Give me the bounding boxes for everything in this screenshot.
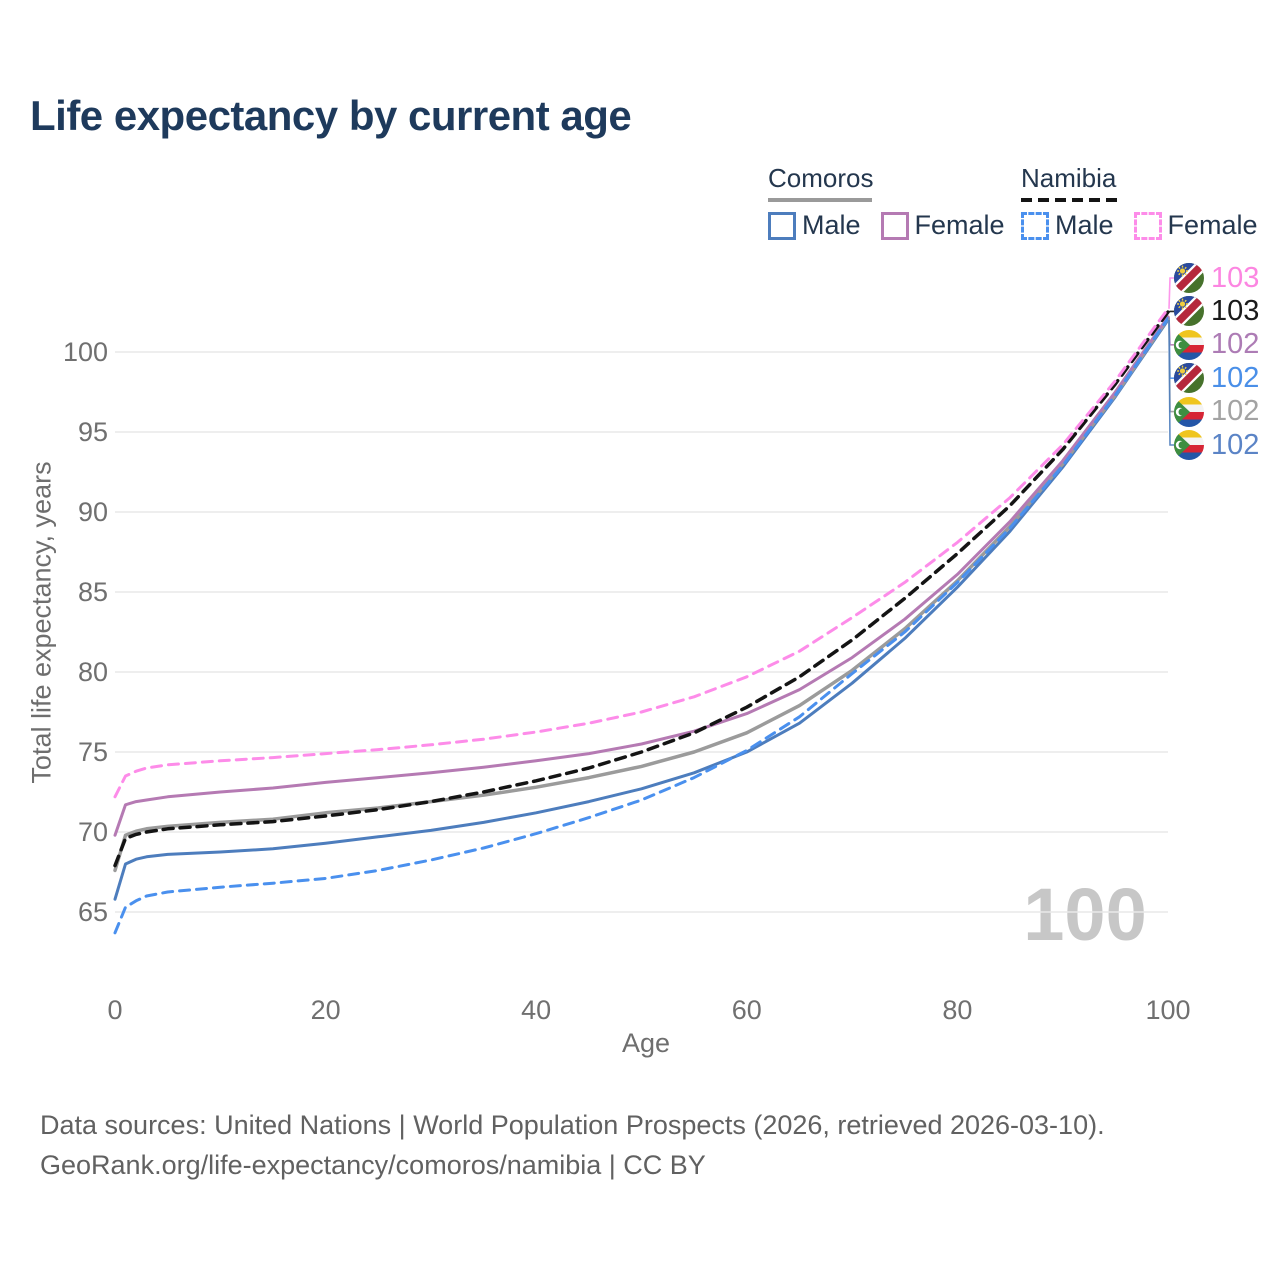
legend-item-label: Female bbox=[914, 210, 1005, 240]
series-line-namibia-total[interactable] bbox=[113, 310, 1170, 868]
x-tick-label-60: 60 bbox=[731, 995, 762, 1025]
y-tick-label-70: 70 bbox=[77, 817, 108, 847]
namibia-flag-icon bbox=[1174, 363, 1204, 394]
series-line-namibia-male[interactable] bbox=[113, 316, 1170, 935]
end-label-row-namibia-total: 103 bbox=[1174, 294, 1260, 327]
namibia-dashed-line-sample bbox=[1021, 198, 1117, 202]
y-tick-label-65: 65 bbox=[77, 897, 108, 927]
end-value-label: 102 bbox=[1211, 395, 1260, 428]
end-label-row-namibia-female: 103 bbox=[1174, 261, 1260, 294]
legend-group-comoros: Comoros Male Female bbox=[768, 163, 1005, 241]
namibia-flag-icon bbox=[1174, 263, 1204, 293]
comoros-female-swatch bbox=[880, 211, 909, 240]
legend-title-text: Comoros bbox=[768, 163, 874, 193]
end-value-label: 102 bbox=[1211, 361, 1260, 394]
x-tick-label-40: 40 bbox=[521, 995, 552, 1025]
y-tick-label-75: 75 bbox=[77, 737, 108, 767]
legend-item-namibia-female[interactable]: Female bbox=[1133, 210, 1258, 241]
legend-item-label: Female bbox=[1167, 210, 1258, 240]
legend-title-text: Namibia bbox=[1021, 163, 1117, 193]
hover-age-watermark: 100 bbox=[1023, 873, 1147, 956]
series-line-comoros-male[interactable] bbox=[113, 318, 1170, 901]
namibia-flag-icon bbox=[1174, 296, 1204, 327]
footer-attribution: Data sources: United Nations | World Pop… bbox=[40, 1106, 1105, 1186]
x-tick-label-80: 80 bbox=[942, 995, 973, 1025]
namibia-female-swatch bbox=[1133, 211, 1162, 240]
end-label-row-comoros-female: 102 bbox=[1174, 328, 1260, 361]
end-value-label: 103 bbox=[1211, 294, 1260, 327]
end-value-label: 102 bbox=[1211, 428, 1260, 461]
page-title: Life expectancy by current age bbox=[30, 92, 632, 139]
legend-item-namibia-male[interactable]: Male bbox=[1021, 210, 1114, 241]
y-tick-label-85: 85 bbox=[77, 577, 108, 607]
namibia-male-swatch bbox=[1021, 211, 1049, 240]
x-tick-label-0: 0 bbox=[107, 995, 123, 1025]
x-tick-label-20: 20 bbox=[310, 995, 341, 1025]
legend-item-comoros-male[interactable]: Male bbox=[768, 210, 861, 241]
x-axis-title: Age bbox=[621, 1028, 671, 1058]
end-label-row-comoros-male: 102 bbox=[1174, 428, 1260, 461]
end-value-label: 103 bbox=[1211, 261, 1260, 294]
y-tick-label-90: 90 bbox=[77, 497, 108, 527]
legend-item-label: Male bbox=[802, 210, 861, 240]
legend-group-title-comoros: Comoros bbox=[768, 163, 1005, 202]
comoros-flag-icon bbox=[1174, 329, 1204, 360]
end-label-connector-comoros-male bbox=[1168, 319, 1174, 446]
comoros-solid-line-sample bbox=[768, 198, 872, 202]
end-value-label: 102 bbox=[1211, 328, 1260, 361]
source-url-line: GeoRank.org/life-expectancy/comoros/nami… bbox=[40, 1149, 706, 1180]
end-label-row-comoros-total: 102 bbox=[1174, 395, 1260, 428]
y-tick-label-100: 100 bbox=[62, 337, 108, 367]
series-line-comoros-female[interactable] bbox=[113, 315, 1170, 837]
end-label-row-namibia-male: 102 bbox=[1174, 361, 1260, 394]
end-label-connector-namibia-female bbox=[1168, 277, 1174, 309]
series-line-namibia-female[interactable] bbox=[113, 307, 1170, 799]
comoros-flag-icon bbox=[1174, 430, 1204, 460]
y-tick-label-95: 95 bbox=[77, 417, 108, 447]
legend-group-title-namibia: Namibia bbox=[1021, 163, 1258, 202]
data-sources-line: Data sources: United Nations | World Pop… bbox=[40, 1110, 1105, 1140]
x-tick-label-100: 100 bbox=[1145, 995, 1191, 1025]
y-tick-label-80: 80 bbox=[77, 657, 108, 687]
legend-item-label: Male bbox=[1055, 210, 1114, 240]
comoros-flag-icon bbox=[1174, 396, 1204, 427]
end-label-connector-namibia-total bbox=[1168, 310, 1174, 313]
legend-group-namibia: Namibia Male Female bbox=[1021, 163, 1258, 241]
legend-item-comoros-female[interactable]: Female bbox=[880, 210, 1005, 241]
comoros-male-swatch bbox=[768, 211, 796, 240]
